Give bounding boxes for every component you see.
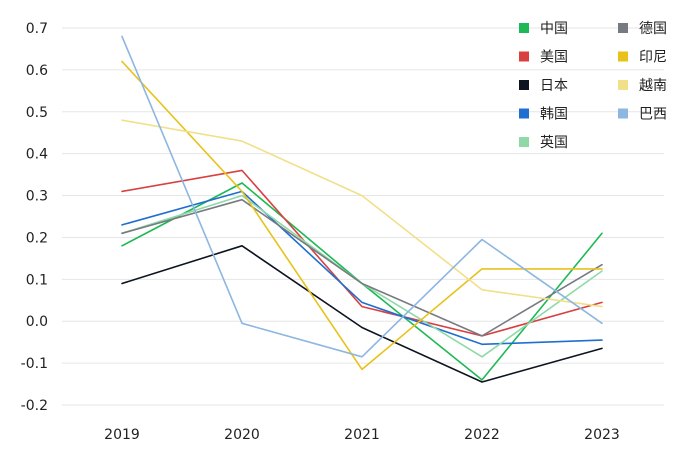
legend-swatch: [618, 80, 628, 90]
series-line-5: [121, 198, 603, 337]
y-tick-label: -0.2: [21, 398, 48, 414]
legend-item[interactable]: 韩国: [519, 107, 568, 123]
x-tick-label: 2023: [584, 427, 620, 443]
series-line-8: [121, 35, 603, 358]
series-line-6: [121, 60, 603, 371]
y-tick-label: 0.3: [26, 189, 48, 205]
x-tick-label: 2019: [104, 427, 140, 443]
legend-swatch: [519, 108, 529, 119]
series-line-3: [121, 190, 603, 346]
legend-label: 英国: [540, 134, 568, 151]
legend-label: 德国: [639, 21, 667, 37]
legend-swatch: [519, 137, 529, 147]
legend-swatch: [618, 23, 628, 33]
legend-item[interactable]: 德国: [618, 21, 667, 37]
series-lines: [121, 35, 603, 383]
y-tick-label: 0.6: [26, 63, 48, 79]
x-tick-label: 2020: [224, 427, 260, 443]
legend-label: 印尼: [639, 50, 667, 66]
legend-swatch: [519, 23, 529, 33]
y-tick-label: -0.1: [21, 356, 48, 372]
series-line-2: [121, 245, 603, 383]
legend-label: 韩国: [540, 107, 568, 123]
legend-label: 美国: [540, 50, 568, 66]
series-line-7: [121, 119, 603, 308]
series-line-1: [121, 169, 603, 337]
legend-label: 中国: [540, 21, 568, 37]
legend-label: 越南: [639, 78, 667, 94]
legend-label: 日本: [540, 78, 568, 94]
legend-item[interactable]: 美国: [519, 50, 568, 66]
y-axis-tick-labels: 0.7 0.6 0.5 0.4 0.3 0.2 0.1 0.0 -0.1 -0.2: [21, 21, 48, 414]
y-tick-label: 0.2: [26, 230, 48, 246]
series-line-4: [121, 194, 603, 358]
y-tick-label: 0.5: [26, 105, 48, 121]
y-tick-label: 0.4: [26, 147, 48, 163]
legend-item[interactable]: 越南: [618, 78, 667, 94]
legend-item[interactable]: 日本: [519, 78, 568, 94]
y-tick-label: 0.0: [26, 314, 48, 330]
y-tick-label: 0.1: [26, 272, 48, 288]
legend-swatch: [618, 51, 628, 62]
legend-swatch: [618, 108, 628, 119]
legend-label: 巴西: [639, 107, 667, 123]
x-tick-label: 2021: [344, 427, 380, 443]
legend-swatch: [519, 51, 529, 62]
legend-swatch: [519, 80, 529, 90]
legend-item[interactable]: 巴西: [618, 107, 667, 123]
x-axis-tick-labels: 2019 2020 2021 2022 2023: [104, 427, 620, 443]
legend-item[interactable]: 印尼: [618, 50, 667, 66]
legend-item[interactable]: 中国: [519, 21, 568, 37]
y-tick-label: 0.7: [26, 21, 48, 37]
legend-item[interactable]: 英国: [519, 134, 568, 151]
x-tick-label: 2022: [464, 427, 500, 443]
